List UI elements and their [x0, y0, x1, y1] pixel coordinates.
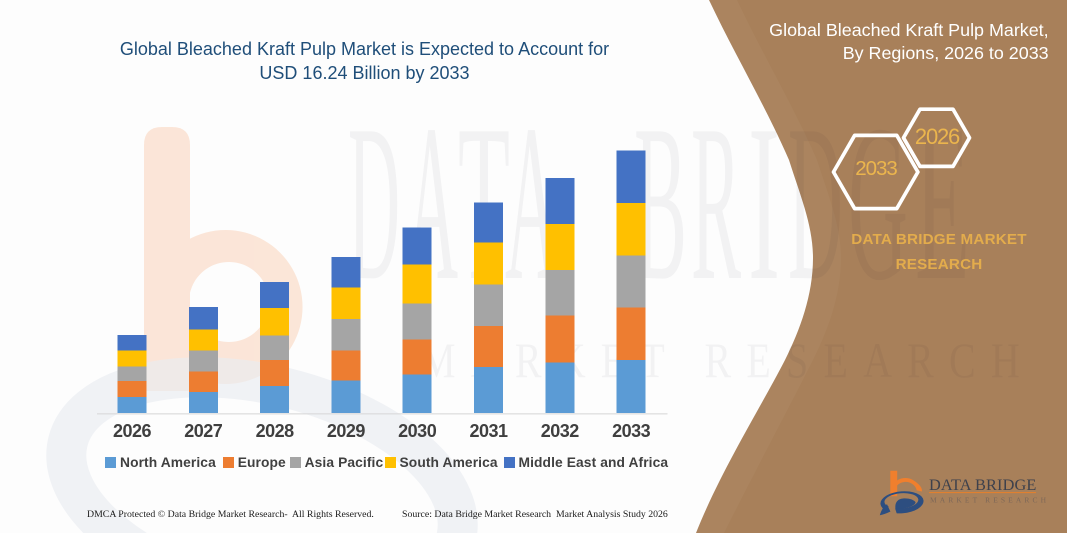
svg-text:I: I [748, 79, 780, 327]
svg-text:E: E [915, 79, 970, 327]
svg-text:R: R [691, 80, 741, 328]
svg-text:MARKET RESEARCH: MARKET RESEARCH [420, 333, 1035, 388]
svg-text:MARKET RESEARCH: MARKET RESEARCH [930, 496, 1049, 505]
svg-text:G: G [848, 78, 908, 327]
svg-text:D: D [788, 80, 843, 328]
svg-text:DATA BRIDGE: DATA BRIDGE [929, 475, 1037, 494]
